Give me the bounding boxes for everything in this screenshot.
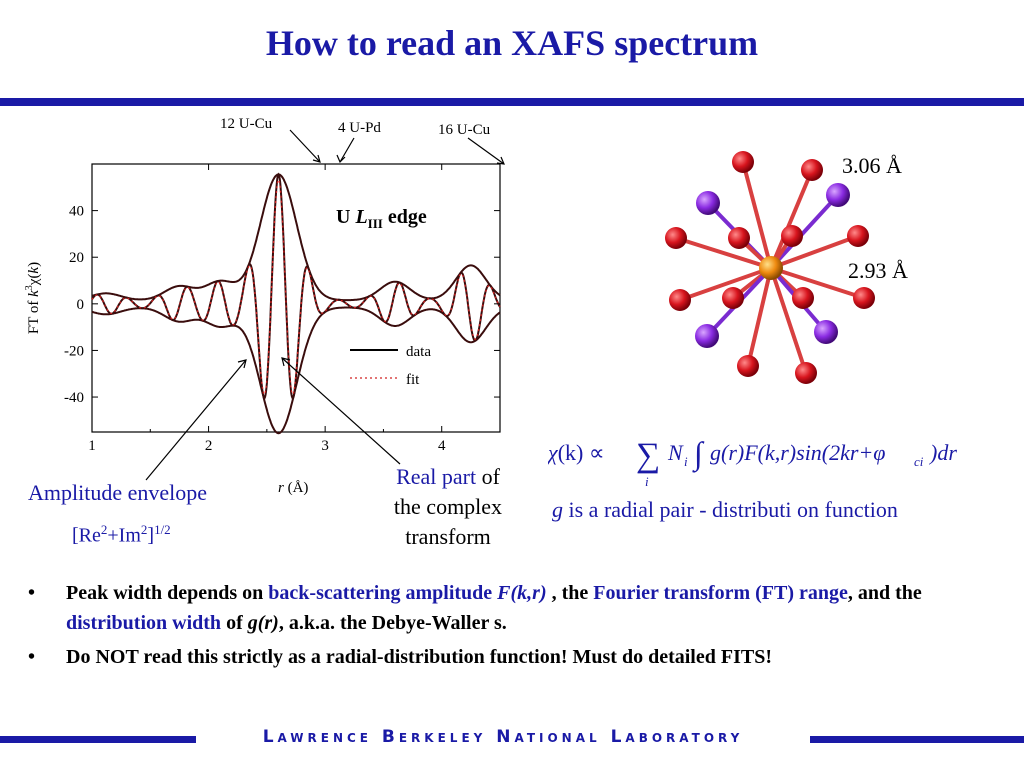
- svg-text:g(r)F(k,r)sin(2kr+φ: g(r)F(k,r)sin(2kr+φ: [710, 440, 885, 465]
- pd-atom: [695, 324, 719, 348]
- cu-atom: [795, 362, 817, 384]
- y-axis-label: FT of k3χ(k): [24, 262, 42, 334]
- svg-text:i: i: [684, 454, 688, 469]
- y-tick-label: 40: [69, 204, 84, 220]
- distance-label-2-93: 2.93 Å: [848, 258, 908, 283]
- distance-label-3-06: 3.06 Å: [842, 153, 902, 178]
- legend-data-label: data: [406, 344, 431, 360]
- x-tick-label: 1: [88, 438, 96, 454]
- cu-atom: [722, 287, 744, 309]
- edge-label: U LIII edge: [336, 206, 427, 231]
- y-tick-labels: 40 20 0 -20 -40: [64, 204, 84, 406]
- bullet-item: • Peak width depends on back-scattering …: [28, 582, 922, 634]
- cu-atom: [737, 355, 759, 377]
- bond: [675, 236, 772, 270]
- cu-atom: [853, 287, 875, 309]
- cu-atom: [792, 287, 814, 309]
- envelope-top-line: [91, 173, 501, 302]
- fit-series-line: [91, 178, 501, 396]
- svg-text:∫: ∫: [692, 435, 705, 473]
- g-definition: g is a radial pair - distributi on funct…: [552, 497, 898, 522]
- y-tick-label: 0: [77, 297, 85, 313]
- annotation-16-u-cu: 16 U-Cu: [438, 122, 491, 138]
- bond: [769, 193, 840, 270]
- svg-text:∑: ∑: [636, 437, 660, 474]
- cu-atom: [728, 227, 750, 249]
- pd-atom: [696, 191, 720, 215]
- bond: [770, 234, 859, 270]
- cu-atom: [669, 289, 691, 311]
- x-tick-label: 3: [321, 438, 329, 454]
- bond: [769, 169, 814, 269]
- pointer-arrows: [145, 357, 401, 481]
- footer-bar-right: [810, 736, 1024, 743]
- cu-atom: [801, 159, 823, 181]
- amplitude-formula: [Re2+Im2]1/2: [72, 522, 171, 547]
- pd-atom: [814, 320, 838, 344]
- annotation-12-u-cu: 12 U-Cu: [220, 116, 273, 132]
- svg-text:χ(k) ∝: χ(k) ∝: [548, 440, 605, 465]
- bullet-item: • Do NOT read this strictly as a radial-d…: [28, 646, 772, 668]
- real-part-line: [91, 172, 501, 400]
- xafs-equation: χ(k) ∝ ∑ i N i ∫ g(r)F(k,r)sin(2kr+φ ci …: [548, 435, 957, 489]
- y-tick-label: 20: [69, 250, 84, 266]
- annotation-4-u-pd: 4 U-Pd: [338, 120, 381, 136]
- x-tick-label: 4: [438, 438, 446, 454]
- x-tick-labels: 1 2 3 4: [88, 438, 446, 454]
- svg-text:i: i: [645, 474, 649, 489]
- page-title: How to read an XAFS spectrum: [265, 23, 759, 63]
- title-divider: [0, 98, 1024, 106]
- u-atom: [759, 256, 783, 280]
- bullet-list: • Peak width depends on back-scattering …: [28, 578, 978, 676]
- data-series: [91, 172, 501, 435]
- molecule-structure: [665, 151, 875, 384]
- annotation-arrows: [289, 129, 505, 165]
- footer-lab-name: Lawrence Berkeley National Laboratory: [262, 727, 744, 747]
- x-tick-label: 2: [205, 438, 213, 454]
- cu-atom: [847, 225, 869, 247]
- x-axis-label: r (Å): [278, 480, 308, 496]
- bond: [770, 266, 865, 300]
- amplitude-envelope-label: Amplitude envelope: [28, 480, 208, 505]
- bond: [746, 267, 773, 367]
- y-tick-label: -20: [64, 343, 84, 359]
- svg-text:ci: ci: [914, 454, 924, 469]
- pd-atom: [826, 183, 850, 207]
- bond: [679, 266, 772, 302]
- cu-atom: [665, 227, 687, 249]
- bond: [769, 267, 808, 374]
- cu-atom: [781, 225, 803, 247]
- cu-atom: [732, 151, 754, 173]
- real-part-label: Real part of the complex transform: [393, 464, 503, 549]
- legend-fit-label: fit: [406, 372, 420, 388]
- svg-text:N: N: [667, 440, 684, 465]
- atoms: [665, 151, 875, 384]
- bond: [741, 161, 773, 269]
- footer-bar-left: [0, 736, 196, 743]
- svg-text:)dr: )dr: [928, 440, 957, 465]
- y-tick-label: -40: [64, 390, 84, 406]
